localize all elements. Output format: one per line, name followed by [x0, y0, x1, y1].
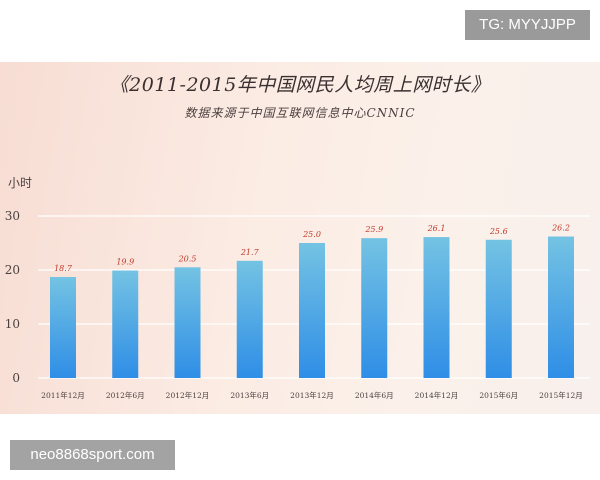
x-tick-label: 2015年6月	[479, 390, 518, 400]
y-tick-label: 30	[5, 209, 20, 223]
y-tick-label: 0	[12, 371, 20, 385]
x-tick-label: 2014年12月	[415, 390, 459, 400]
bars	[50, 236, 574, 378]
bar	[361, 238, 388, 378]
bar	[174, 267, 201, 378]
bar	[236, 260, 263, 378]
x-ticks: 2011年12月 2012年6月 2012年12月 2013年6月 2013年12月 20…	[41, 390, 583, 400]
bar-value-label: 26.2	[551, 224, 570, 233]
bar-value-label: 25.0	[302, 230, 321, 239]
bar-value-label: 25.6	[489, 227, 508, 236]
bar-value-label: 19.9	[116, 258, 134, 267]
bar-value-label: 18.7	[54, 264, 73, 273]
x-tick-label: 2011年12月	[41, 390, 85, 400]
y-axis-label: 小时	[8, 176, 32, 190]
y-ticks: 0 10 20 30	[5, 209, 20, 385]
chart-panel: 18.7 19.9 20.5 21.7 25.0 25.9 26.1 25.6 26.2 0 10…	[0, 62, 600, 414]
bar	[548, 236, 574, 378]
y-tick-label: 10	[5, 317, 20, 331]
value-labels: 18.7 19.9 20.5 21.7 25.0 25.9 26.1 25.6 26.2	[54, 224, 570, 274]
bar-value-label: 20.5	[178, 254, 197, 263]
bar-value-label: 26.1	[427, 224, 446, 233]
watermark: neo8868sport.com	[10, 440, 175, 470]
chart-subtitle: 数据来源于中国互联网信息中心CNNIC	[184, 106, 416, 120]
bar	[50, 277, 76, 378]
x-tick-label: 2013年12月	[290, 390, 334, 400]
x-tick-label: 2013年6月	[230, 390, 269, 400]
bar-value-label: 25.9	[364, 225, 383, 234]
x-tick-label: 2014年6月	[355, 390, 394, 400]
x-tick-label: 2012年12月	[166, 390, 210, 400]
y-tick-label: 20	[5, 263, 20, 277]
x-tick-label: 2015年12月	[539, 390, 583, 400]
chart-title: 《2011-2015年中国网民人均周上网时长》	[109, 74, 491, 96]
bar	[485, 239, 512, 378]
bar	[112, 270, 139, 378]
tg-badge: TG: MYYJJPP	[465, 10, 590, 40]
x-tick-label: 2012年6月	[106, 390, 145, 400]
bar-value-label: 21.7	[240, 248, 260, 257]
bar	[423, 237, 450, 378]
bar-chart: 18.7 19.9 20.5 21.7 25.0 25.9 26.1 25.6 26.2 0 10…	[5, 176, 590, 400]
bar	[299, 243, 325, 378]
